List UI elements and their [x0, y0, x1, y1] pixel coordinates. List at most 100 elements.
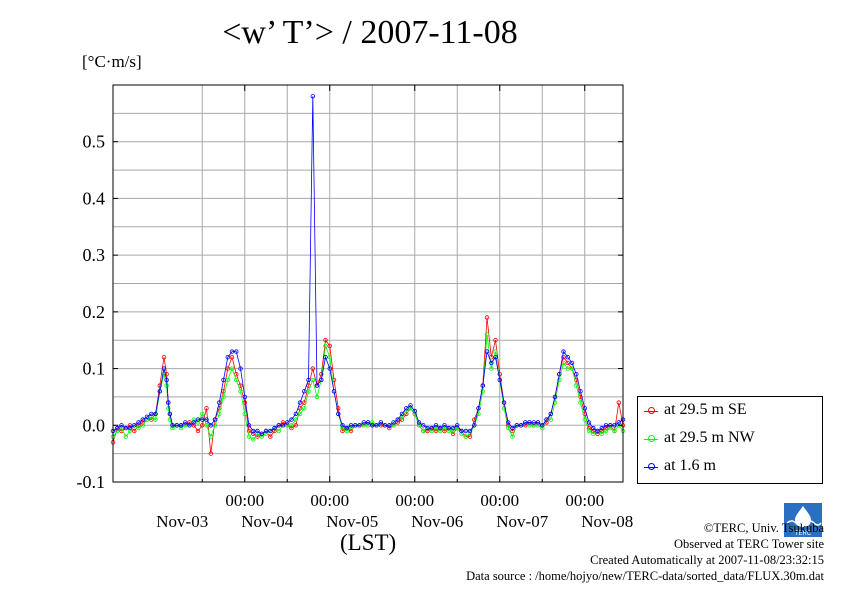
data-point	[170, 423, 175, 428]
data-point	[433, 425, 439, 431]
data-point	[170, 425, 175, 431]
data-point	[289, 417, 294, 422]
data-point	[391, 420, 396, 425]
data-point	[476, 406, 481, 411]
data-point	[115, 428, 120, 434]
data-point	[306, 377, 311, 383]
data-point	[166, 406, 171, 411]
data-point	[157, 389, 162, 394]
data-point	[433, 428, 439, 434]
legend-label: at 29.5 m NW	[664, 429, 755, 446]
data-point	[255, 428, 260, 434]
y-tick-label: 0.2	[83, 302, 106, 322]
data-point	[119, 423, 124, 428]
data-point	[280, 423, 286, 428]
data-point	[569, 360, 575, 366]
data-point	[548, 417, 553, 422]
data-point	[327, 355, 332, 360]
data-point	[527, 423, 532, 428]
data-point	[578, 400, 583, 405]
data-point	[480, 383, 485, 388]
data-point	[221, 377, 226, 383]
legend-marker	[648, 463, 655, 470]
data-point	[416, 420, 422, 425]
data-point	[212, 423, 218, 428]
data-point	[167, 417, 173, 422]
data-point	[586, 428, 592, 434]
data-point	[327, 343, 332, 349]
data-point	[164, 372, 169, 377]
data-point	[442, 425, 447, 431]
data-point	[467, 428, 473, 434]
data-point	[225, 377, 230, 383]
data-point	[480, 389, 485, 394]
data-point	[323, 355, 328, 360]
data-point	[557, 372, 562, 377]
data-point	[149, 414, 154, 419]
data-point	[442, 423, 447, 428]
data-point	[136, 425, 141, 431]
data-point	[276, 428, 281, 434]
data-point	[535, 423, 541, 428]
x-day-label: Nov-05	[326, 512, 378, 531]
data-point	[425, 428, 430, 434]
data-point	[164, 377, 169, 383]
data-point	[506, 420, 511, 425]
terc-logo: TERC	[784, 503, 822, 537]
data-point	[565, 355, 570, 360]
x-day-label: Nov-08	[581, 512, 633, 531]
data-point	[348, 428, 354, 434]
y-axis-unit-label: [°C·m/s]	[82, 52, 142, 71]
data-point	[591, 431, 596, 436]
data-point	[195, 428, 201, 434]
data-point	[531, 423, 536, 428]
data-point	[208, 451, 213, 456]
data-point	[229, 349, 235, 354]
data-point	[119, 425, 124, 431]
data-point	[293, 423, 298, 428]
data-point	[459, 428, 464, 434]
data-point	[506, 425, 511, 431]
data-point	[310, 366, 315, 371]
data-point	[161, 372, 167, 377]
data-point	[166, 400, 171, 405]
data-point	[323, 338, 328, 343]
legend-marker	[648, 407, 655, 414]
legend-label: at 1.6 m	[664, 457, 716, 474]
data-point	[280, 420, 286, 425]
data-point	[132, 428, 137, 434]
data-point	[599, 428, 604, 434]
chart-series	[110, 94, 626, 456]
data-point	[293, 417, 298, 422]
data-point	[497, 377, 502, 383]
data-point	[127, 425, 133, 431]
data-point	[616, 400, 621, 405]
data-point	[612, 428, 617, 434]
data-point	[204, 406, 209, 411]
x-day-label: Nov-06	[411, 512, 463, 531]
data-point	[348, 423, 354, 428]
data-point	[450, 425, 456, 431]
data-point	[144, 417, 150, 422]
data-point	[540, 425, 545, 431]
data-point	[140, 423, 145, 428]
data-point	[370, 420, 375, 425]
data-point	[149, 411, 154, 417]
data-point	[408, 403, 413, 408]
x-tick-time-label: 00:00	[565, 491, 604, 510]
data-point	[446, 425, 451, 431]
data-point	[493, 338, 498, 343]
data-point	[370, 423, 375, 428]
data-point	[293, 411, 298, 417]
data-point	[582, 417, 587, 422]
data-point	[446, 428, 451, 434]
data-point	[450, 431, 456, 436]
data-point	[276, 423, 281, 428]
data-point	[603, 425, 609, 431]
data-point	[242, 394, 247, 400]
data-point	[442, 428, 447, 434]
data-point	[340, 428, 345, 434]
data-point	[153, 411, 158, 417]
data-point	[136, 420, 141, 425]
data-point	[416, 423, 422, 428]
